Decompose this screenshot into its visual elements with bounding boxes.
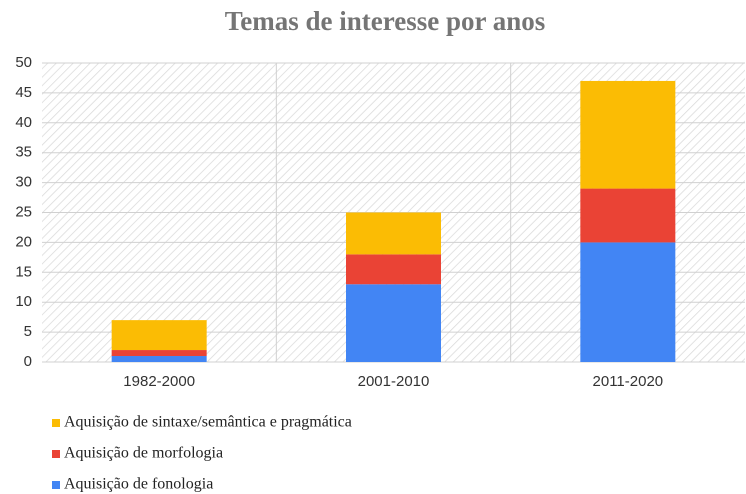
legend-label: Aquisição de fonologia <box>64 476 213 493</box>
y-tick-label: 0 <box>24 353 32 370</box>
y-tick-label: 50 <box>15 54 32 71</box>
bar-segment <box>580 188 676 243</box>
y-tick-label: 15 <box>15 263 32 280</box>
legend-label: Aquisição de sintaxe/semântica e pragmát… <box>64 414 352 431</box>
legend-swatch <box>52 419 60 427</box>
bar-segment <box>111 350 207 357</box>
y-tick-label: 5 <box>24 323 32 340</box>
y-tick-label: 30 <box>15 174 32 191</box>
legend-label: Aquisição de morfologia <box>64 445 223 462</box>
y-tick-label: 35 <box>15 144 32 161</box>
bar-segment <box>346 284 441 362</box>
x-tick-label: 2001-2010 <box>358 373 430 390</box>
chart-title: Temas de interesse por anos <box>225 6 546 36</box>
y-tick-label: 25 <box>15 203 32 220</box>
x-tick-label: 1982-2000 <box>123 373 195 390</box>
y-tick-label: 40 <box>15 114 32 131</box>
legend-swatch <box>52 450 60 458</box>
legend-swatch <box>52 481 60 489</box>
bar-segment <box>580 242 676 362</box>
bar-segment <box>580 80 676 189</box>
bar-segment <box>111 356 207 362</box>
bar-segment <box>346 212 441 255</box>
y-tick-label: 45 <box>15 84 32 101</box>
bar-segment <box>346 254 441 285</box>
y-tick-label: 20 <box>15 233 32 250</box>
bar-segment <box>111 320 207 351</box>
y-tick-label: 10 <box>15 293 32 310</box>
x-tick-label: 2011-2020 <box>593 373 664 390</box>
